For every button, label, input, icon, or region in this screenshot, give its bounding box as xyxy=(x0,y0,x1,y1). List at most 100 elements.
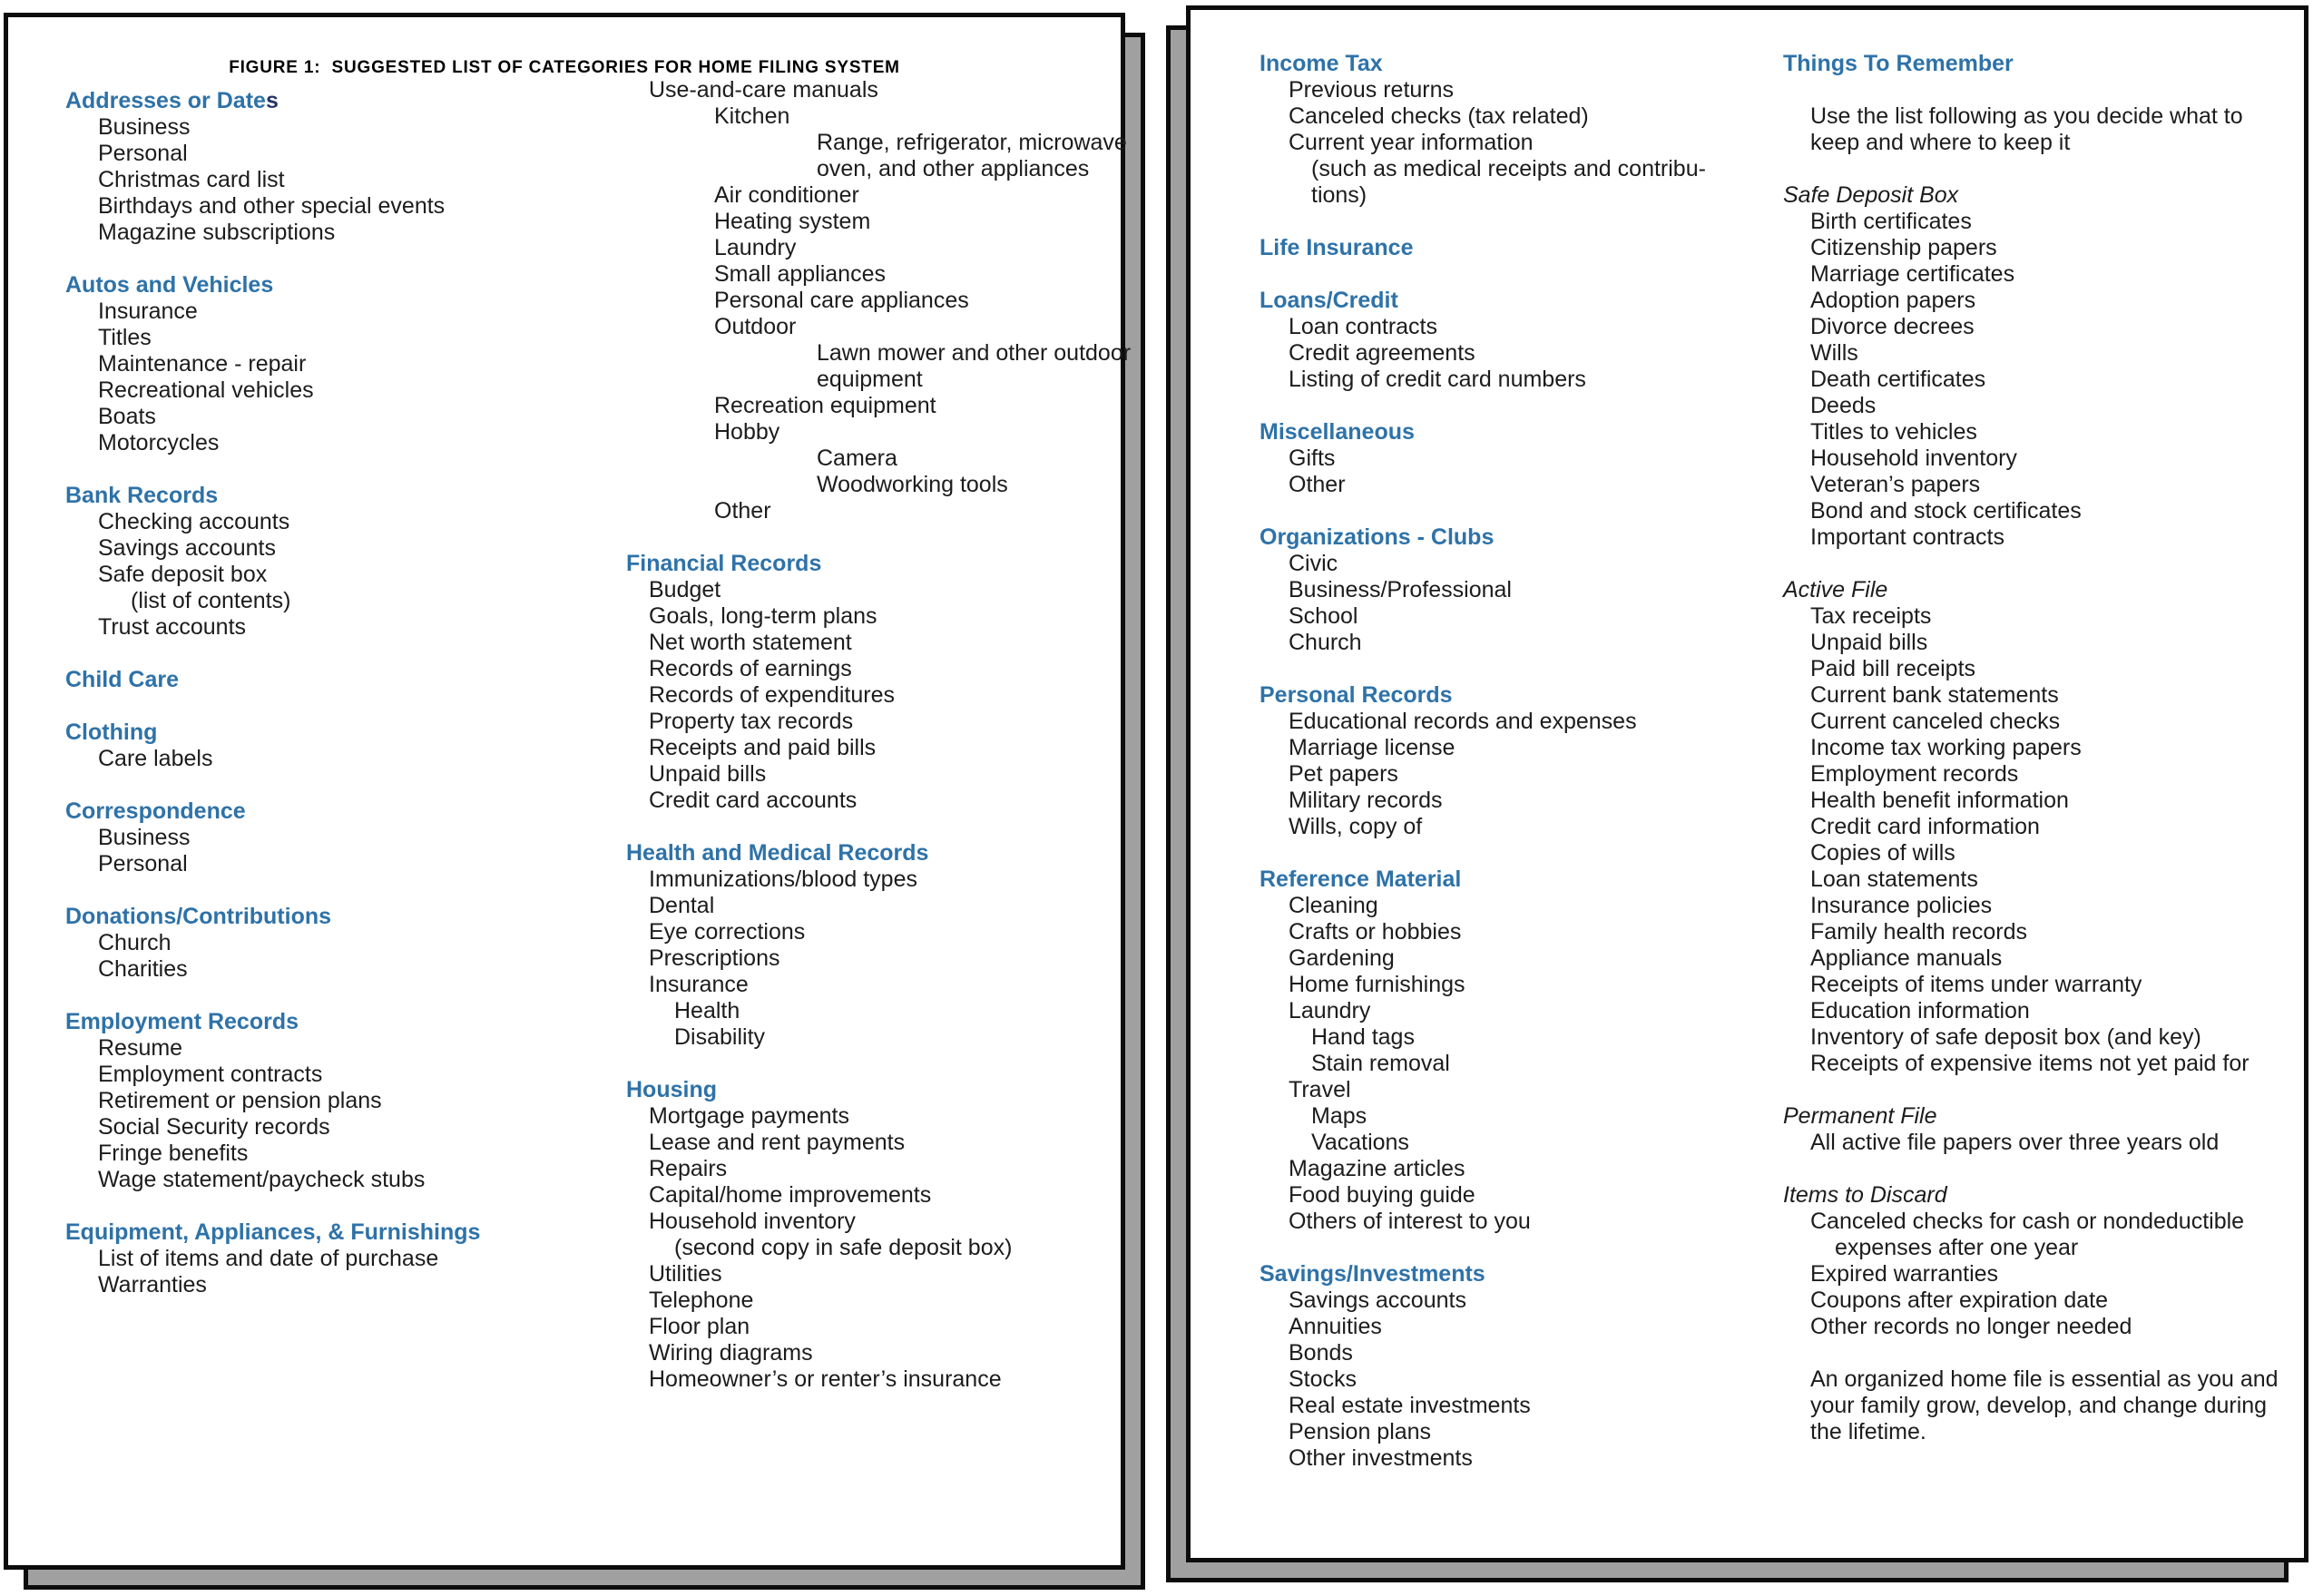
list-item: Canceled checks for cash or nondeductibl… xyxy=(1810,1209,2245,1234)
list-item: Wage statement/paycheck stubs xyxy=(98,1167,426,1192)
list-item: Wills xyxy=(1810,340,1858,366)
page2: Income Tax Previous returns Canceled check… xyxy=(1186,5,2308,1562)
list-item: Pension plans xyxy=(1289,1419,1432,1444)
list-item: (such as medical receipts and contribu- xyxy=(1311,156,1706,181)
list-item: Deeds xyxy=(1810,393,1877,418)
subsection-heading: Items to Discard xyxy=(1783,1182,1947,1208)
list-item: Motorcycles xyxy=(98,430,220,455)
list-item: Records of earnings xyxy=(649,656,852,681)
list-item: Range, refrigerator, microwave xyxy=(817,130,1127,155)
list-item: Real estate investments xyxy=(1289,1393,1531,1418)
list-item: Travel xyxy=(1289,1077,1351,1102)
list-item: Utilities xyxy=(649,1261,722,1287)
list-item: Coupons after expiration date xyxy=(1810,1288,2108,1313)
list-item: Receipts and paid bills xyxy=(649,735,877,760)
list-item: Stocks xyxy=(1289,1366,1358,1392)
list-item: Adoption papers xyxy=(1810,288,1976,313)
list-item: Gardening xyxy=(1289,945,1395,971)
list-item: Camera xyxy=(817,446,897,471)
list-item: Care labels xyxy=(98,746,213,771)
section-heading: Clothing xyxy=(65,720,158,745)
list-item: Marriage certificates xyxy=(1810,261,2015,287)
list-item: Citizenship papers xyxy=(1810,235,1997,260)
list-item: Outdoor xyxy=(714,314,797,339)
list-item: Birth certificates xyxy=(1810,209,1972,234)
list-item: tions) xyxy=(1311,182,1367,208)
list-item: Air conditioner xyxy=(714,182,859,208)
section-heading: Financial Records xyxy=(626,551,822,576)
list-item: equipment xyxy=(817,367,923,392)
list-item: Repairs xyxy=(649,1156,728,1181)
list-item: Bond and stock certificates xyxy=(1810,498,2082,524)
list-item: Loan contracts xyxy=(1289,314,1437,339)
section-heading: Miscellaneous xyxy=(1260,419,1415,445)
list-item: Telephone xyxy=(649,1288,754,1313)
list-item: Food buying guide xyxy=(1289,1182,1475,1208)
list-item: Titles to vehicles xyxy=(1810,419,1977,445)
section-heading: Bank Records xyxy=(65,483,219,508)
list-item: Other investments xyxy=(1289,1445,1473,1471)
list-item: School xyxy=(1289,603,1358,629)
list-item: Important contracts xyxy=(1810,524,2004,550)
paragraph-line: the lifetime. xyxy=(1810,1419,1926,1444)
list-item: Divorce decrees xyxy=(1810,314,1975,339)
list-item: Business xyxy=(98,825,191,850)
list-item: Tax receipts xyxy=(1810,603,1932,629)
list-item: Boats xyxy=(98,404,156,429)
section-heading: Equipment, Appliances, & Furnishings xyxy=(65,1219,481,1245)
paragraph-line: your family grow, develop, and change du… xyxy=(1810,1393,2268,1418)
list-item: Canceled checks (tax related) xyxy=(1289,103,1589,129)
list-item: Recreational vehicles xyxy=(98,377,314,403)
list-item: Health benefit information xyxy=(1810,788,2069,813)
list-item: Net worth statement xyxy=(649,630,852,655)
list-item: Checking accounts xyxy=(98,509,290,534)
list-item: (list of contents) xyxy=(131,588,291,613)
list-item: Health xyxy=(674,998,740,1023)
list-item: Stain removal xyxy=(1311,1051,1450,1076)
list-item: Church xyxy=(1289,630,1362,655)
list-item: Church xyxy=(98,930,172,955)
list-item: Magazine subscriptions xyxy=(98,220,336,245)
list-item: Bonds xyxy=(1289,1340,1353,1366)
list-item: Insurance xyxy=(649,972,749,997)
list-item: Business/Professional xyxy=(1289,577,1512,602)
subsection-heading: Active File xyxy=(1783,577,1888,602)
list-item: Social Security records xyxy=(98,1114,330,1140)
list-item: Laundry xyxy=(714,235,797,260)
list-item: expenses after one year xyxy=(1835,1235,2079,1260)
figure-title: FIGURE 1: SUGGESTED LIST OF CATEGORIES F… xyxy=(229,58,900,77)
list-item: Pet papers xyxy=(1289,761,1398,787)
list-item: Insurance xyxy=(98,299,198,324)
list-item: Warranties xyxy=(98,1272,207,1297)
list-item: Dental xyxy=(649,893,715,918)
list-item: Laundry xyxy=(1289,998,1371,1023)
section-heading: Addresses or Dates xyxy=(65,88,279,113)
list-item: Records of expenditures xyxy=(649,682,895,708)
list-item: Income tax working papers xyxy=(1810,735,2082,760)
list-item: Personal xyxy=(98,851,188,876)
list-item: Other records no longer needed xyxy=(1810,1314,2132,1339)
list-item: Unpaid bills xyxy=(649,761,767,787)
list-item: Lease and rent payments xyxy=(649,1130,906,1155)
list-item: Budget xyxy=(649,577,721,602)
list-item: Safe deposit box xyxy=(98,562,268,587)
list-item: Family health records xyxy=(1810,919,2027,945)
list-item: Loan statements xyxy=(1810,867,1978,892)
section-heading: Correspondence xyxy=(65,798,246,824)
section-heading: Income Tax xyxy=(1260,51,1383,76)
list-item: Birthdays and other special events xyxy=(98,193,446,219)
list-item: Education information xyxy=(1810,998,2030,1023)
list-item: Annuities xyxy=(1289,1314,1382,1339)
list-item: Receipts of expensive items not yet paid… xyxy=(1810,1051,2249,1076)
page2-column-right: Things To Remember Use the list following… xyxy=(1783,51,2279,1445)
list-item: Expired warranties xyxy=(1810,1261,1999,1287)
list-item: Civic xyxy=(1289,551,1338,576)
list-item: Titles xyxy=(98,325,152,350)
list-item: Recreation equipment xyxy=(714,393,936,418)
heading-suffix: s xyxy=(265,88,279,113)
list-item: Previous returns xyxy=(1289,77,1455,103)
section-heading: Housing xyxy=(626,1077,717,1102)
list-item: Credit card accounts xyxy=(649,788,858,813)
section-heading: Reference Material xyxy=(1260,867,1462,892)
